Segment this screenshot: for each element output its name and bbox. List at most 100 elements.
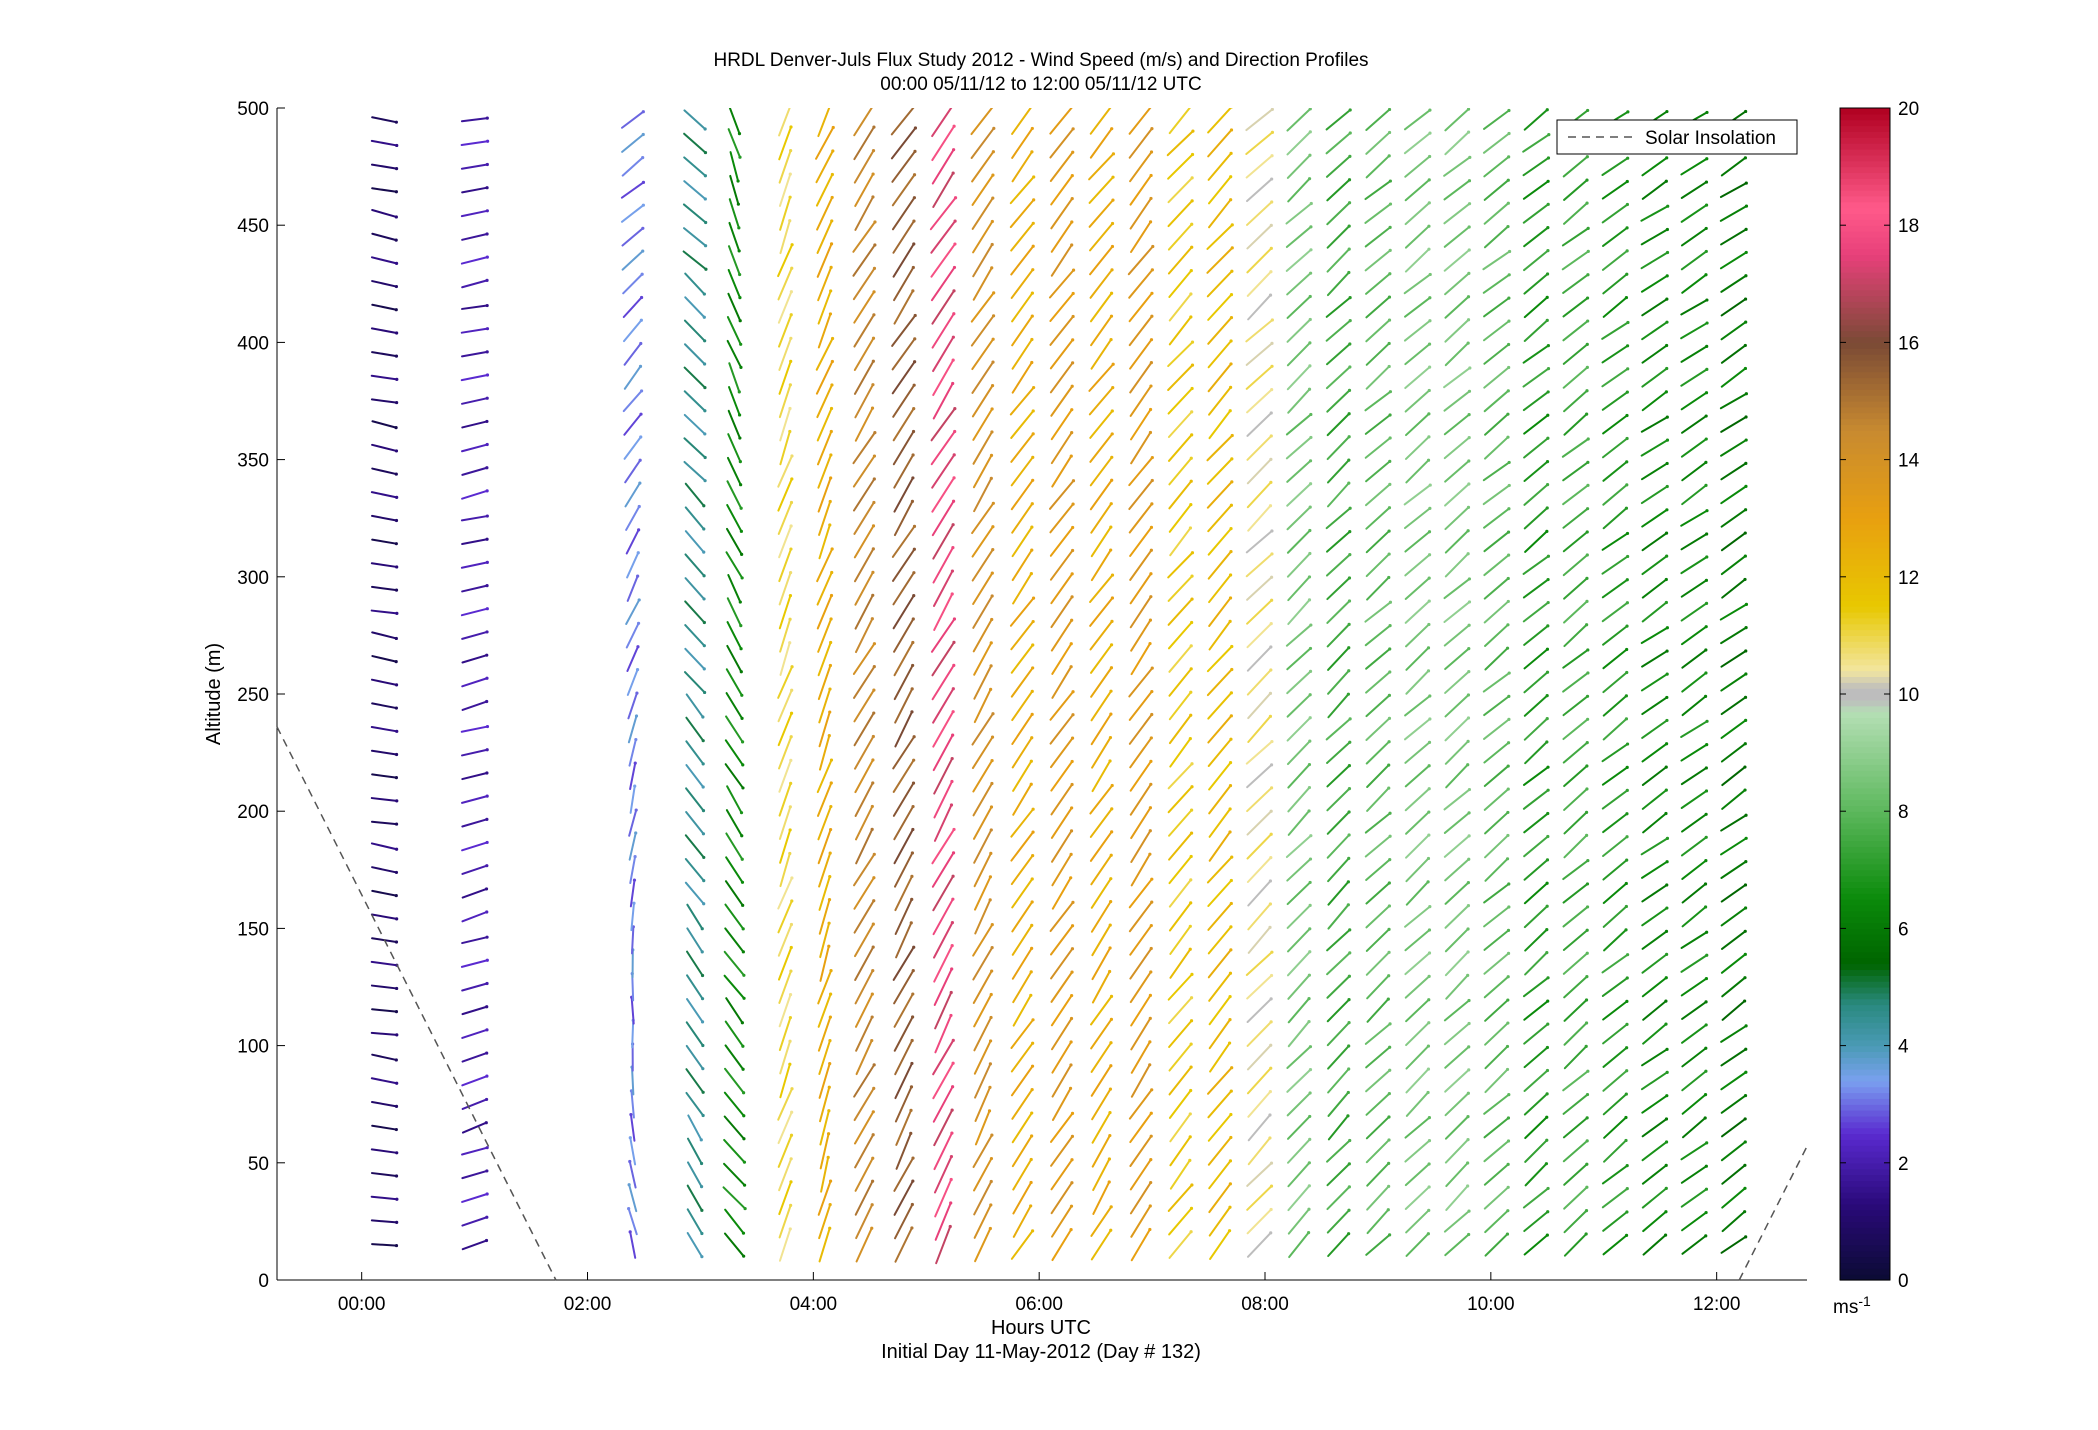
wind-vector-shaft (1327, 390, 1349, 411)
wind-vector-shaft (688, 1115, 701, 1139)
wind-vector-shaft (1682, 1025, 1706, 1043)
wind-vector-shaft (1366, 906, 1389, 927)
wind-vector-head (1348, 412, 1351, 415)
wind-vector-shaft (462, 984, 487, 991)
wind-vector-shaft (1051, 1136, 1072, 1165)
wind-vector-head (1468, 600, 1471, 603)
colorbar-slice (1840, 120, 1890, 126)
wind-vector-shaft (688, 1233, 702, 1257)
wind-vector-head (1071, 1135, 1074, 1138)
wind-vector-head (871, 407, 874, 410)
wind-vector (1405, 155, 1431, 177)
wind-vector-head (1427, 623, 1430, 626)
wind-vector-shaft (1445, 1001, 1469, 1021)
wind-vector-shaft (463, 1123, 486, 1133)
wind-vector-shaft (1603, 438, 1627, 457)
wind-vector-shaft (685, 321, 705, 341)
wind-vector (1287, 130, 1311, 154)
wind-vector-shaft (1210, 997, 1230, 1025)
wind-vector-head (638, 482, 641, 485)
wind-vector-head (741, 1045, 744, 1048)
wind-vector-shaft (1484, 1095, 1509, 1114)
wind-vector-head (1743, 1210, 1746, 1213)
wind-vector (1682, 579, 1708, 597)
wind-vector-shaft (1170, 949, 1190, 978)
wind-vector-shaft (1525, 953, 1547, 975)
wind-vector-head (1149, 408, 1152, 411)
wind-vector (1328, 693, 1350, 718)
wind-vector-head (1071, 760, 1074, 763)
wind-vector-shaft (686, 1093, 703, 1116)
wind-vector-head (1666, 251, 1669, 254)
wind-vector-head (1705, 227, 1708, 230)
wind-vector (1367, 154, 1391, 177)
wind-vector-shaft (1366, 1070, 1390, 1091)
wind-vector (1525, 506, 1549, 528)
wind-vector-shaft (1052, 1230, 1071, 1260)
wind-vector (1446, 763, 1469, 787)
wind-vector (685, 415, 707, 436)
wind-vector-head (1468, 413, 1471, 416)
wind-vector-shaft (1564, 344, 1588, 363)
wind-vector-head (1547, 789, 1550, 792)
wind-vector-shaft (1012, 105, 1032, 134)
wind-vector-head (486, 959, 489, 962)
wind-vector-shaft (1130, 527, 1151, 556)
wind-vector-head (641, 227, 644, 230)
wind-vector-head (1348, 201, 1351, 204)
wind-vector (1445, 1210, 1471, 1232)
wind-vector-head (1508, 250, 1511, 253)
wind-vector (1682, 1165, 1708, 1183)
wind-vector (628, 691, 638, 718)
wind-vector-head (829, 828, 832, 831)
wind-vector-head (1109, 736, 1112, 739)
wind-vector-shaft (1328, 414, 1349, 435)
wind-vector-head (1270, 1162, 1273, 1165)
wind-vector-head (1230, 879, 1233, 882)
wind-vector-head (1507, 718, 1510, 721)
wind-vector-shaft (462, 1148, 487, 1155)
wind-vector-head (1428, 905, 1431, 908)
wind-vector-shaft (1012, 1090, 1032, 1119)
wind-vector (462, 350, 489, 356)
wind-vector (1407, 1232, 1430, 1256)
wind-vector (1288, 786, 1311, 811)
wind-vector (1722, 765, 1746, 785)
wind-vector (1327, 365, 1352, 388)
wind-vector-head (1387, 1185, 1390, 1188)
wind-vector-head (912, 594, 915, 597)
wind-vector (1366, 295, 1391, 317)
wind-vector-head (1744, 1024, 1747, 1027)
wind-vector-head (1031, 1042, 1034, 1045)
wind-vector-head (1349, 717, 1352, 720)
wind-vector-shaft (685, 344, 705, 364)
wind-vector-head (1507, 389, 1510, 392)
wind-vector (1366, 1233, 1391, 1255)
wind-vector-head (951, 944, 954, 947)
wind-vector-head (485, 982, 488, 985)
wind-vector-shaft (1131, 1160, 1151, 1190)
wind-vector (1406, 412, 1430, 435)
wind-vector-head (1387, 928, 1390, 931)
wind-vector (626, 482, 642, 507)
wind-vector-shaft (1682, 673, 1706, 692)
wind-vector-head (1071, 690, 1074, 693)
wind-vector-shaft (1091, 504, 1111, 533)
wind-vector-shaft (1445, 461, 1469, 482)
wind-vector (1445, 108, 1470, 131)
wind-vector-head (951, 898, 954, 901)
wind-vector (726, 1022, 745, 1048)
wind-vector-head (953, 407, 956, 410)
wind-vector (462, 1146, 489, 1154)
wind-vector (1168, 130, 1195, 156)
wind-vector-head (633, 784, 636, 787)
wind-vector-shaft (462, 491, 487, 499)
wind-vector-head (952, 851, 955, 854)
wind-vector-head (1705, 579, 1708, 582)
colorbar-slice (1840, 1175, 1890, 1181)
colorbar-slice (1840, 378, 1890, 384)
wind-vector-shaft (1247, 531, 1272, 552)
wind-vector-head (1189, 526, 1192, 529)
wind-vector-shaft (632, 927, 633, 954)
